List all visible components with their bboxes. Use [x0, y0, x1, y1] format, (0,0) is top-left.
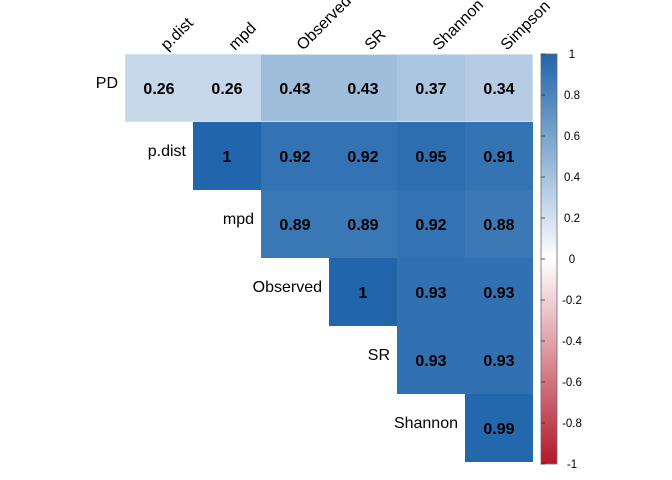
colorbar-tick-label: -1	[567, 459, 577, 471]
cell-value-label: 0.43	[279, 81, 310, 98]
colorbar-tick-label: -0.8	[562, 418, 582, 430]
colorbar-tick-label: -0.4	[562, 336, 582, 348]
cell-value-label: 0.93	[415, 353, 446, 370]
cell-value-label: 0.34	[483, 81, 514, 98]
cell-value-label: 0.26	[211, 81, 242, 98]
cell-value-label: 0.89	[279, 217, 310, 234]
column-label: mpd	[226, 20, 260, 54]
column-label: SR	[362, 26, 390, 54]
heatmap-cell	[465, 54, 533, 122]
colorbar-tick-label: -0.6	[562, 377, 582, 389]
cell-value-label: 0.92	[347, 149, 378, 166]
column-labels: p.dist mpd Observed SR Shannon Simpson	[158, 0, 554, 54]
cell-value-label: 0.93	[483, 353, 514, 370]
cell-value-label: 0.93	[483, 285, 514, 302]
heatmap-cell	[329, 190, 397, 258]
cell-value-label: 0.43	[347, 81, 378, 98]
row-label: Observed	[253, 279, 322, 296]
heatmap-cell	[329, 258, 397, 326]
heatmap-cell	[261, 122, 329, 190]
heatmap-cells	[125, 54, 533, 462]
column-label: Shannon	[430, 0, 487, 54]
column-label: p.dist	[158, 14, 197, 53]
cell-value-label: 0.95	[415, 149, 446, 166]
cell-value-label: 0.37	[415, 81, 446, 98]
colorbar-tick-label: -0.2	[562, 295, 582, 307]
heatmap-cell	[465, 326, 533, 394]
heatmap-cell	[329, 54, 397, 122]
colorbar-tick-label: 0.2	[564, 213, 580, 225]
cell-value-label: 0.93	[415, 285, 446, 302]
heatmap-cell	[465, 394, 533, 462]
row-labels: PD p.dist mpd Observed SR Shannon	[96, 75, 458, 432]
cell-value-label: 0.89	[347, 217, 378, 234]
colorbar-tick-label: 1	[569, 49, 575, 61]
cell-value-label: 1	[223, 149, 232, 166]
heatmap-cell	[261, 190, 329, 258]
heatmap-cell	[465, 122, 533, 190]
heatmap-cell	[397, 258, 465, 326]
column-label: Simpson	[498, 0, 554, 54]
column-label: Observed	[294, 0, 355, 54]
cell-value-label: 0.99	[483, 421, 514, 438]
heatmap-cell	[193, 122, 261, 190]
cell-value-label: 0.88	[483, 217, 514, 234]
row-label: mpd	[223, 211, 254, 228]
colorbar-tick-label: 0.6	[564, 131, 580, 143]
heatmap-cell	[193, 54, 261, 122]
heatmap-cell	[465, 190, 533, 258]
row-label: Shannon	[394, 415, 458, 432]
cell-value-label: 0.91	[483, 149, 514, 166]
row-label: SR	[368, 347, 390, 364]
heatmap-cell	[397, 122, 465, 190]
cell-value-label: 0.92	[279, 149, 310, 166]
row-label: p.dist	[148, 143, 187, 160]
cell-value-labels: 0.26 0.26 0.43 0.43 0.37 0.34 1 0.92 0.92 0.95 0.9…	[143, 81, 514, 438]
heatmap-cell	[465, 258, 533, 326]
colorbar-tick-label: 0.4	[564, 172, 581, 184]
heatmap-cell	[125, 54, 193, 122]
cell-value-label: 0.26	[143, 81, 174, 98]
heatmap-cell	[261, 54, 329, 122]
colorbar: 1 0.8 0.6 0.4 0.2 0 -0.2 -0.4 -0.6 -0.8 -1	[540, 49, 583, 471]
cell-value-label: 1	[359, 285, 368, 302]
heatmap-cell	[397, 190, 465, 258]
first-row-outline	[125, 54, 533, 122]
row-label: PD	[96, 75, 118, 92]
colorbar-tick-label: 0	[569, 254, 575, 266]
colorbar-tick-label: 0.8	[564, 90, 580, 102]
heatmap-cell	[397, 54, 465, 122]
cell-value-label: 0.92	[415, 217, 446, 234]
heatmap-cell	[397, 326, 465, 394]
heatmap-cell	[329, 122, 397, 190]
